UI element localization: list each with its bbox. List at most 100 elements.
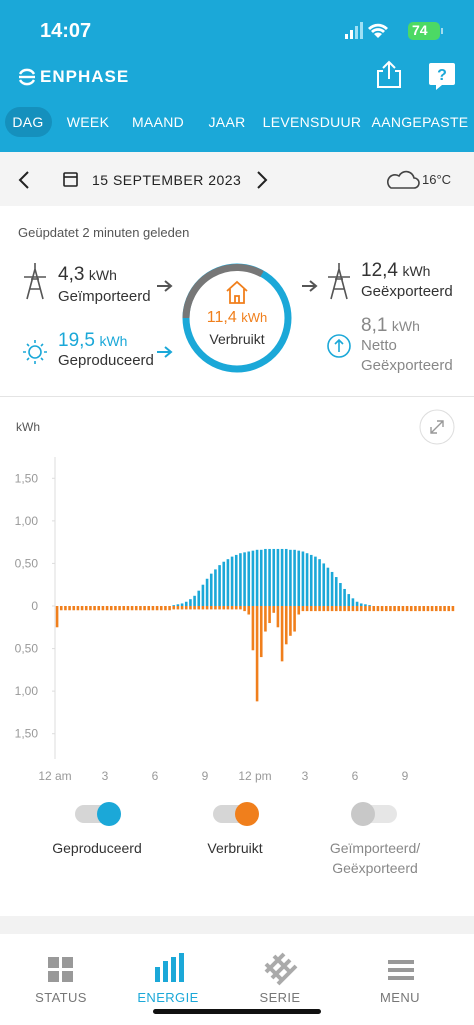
bar (276, 606, 280, 628)
bar (130, 606, 134, 611)
bar (276, 548, 280, 606)
nav-item[interactable]: ENERGIE (137, 990, 199, 1005)
imported-unit: kWh (88, 267, 117, 283)
bar (76, 606, 80, 611)
bar (122, 606, 126, 611)
bar (255, 606, 259, 702)
legend-label: Geproduceerd (52, 840, 142, 856)
tab[interactable]: MAAND (131, 114, 185, 130)
bar (326, 606, 330, 612)
legend-label: Geïmporteerd/ (330, 840, 420, 856)
bar (314, 606, 317, 612)
exported-unit: kWh (402, 263, 431, 279)
bar (405, 606, 409, 612)
x-tick-label: 12 pm (238, 769, 271, 783)
bar (284, 548, 288, 606)
bar (259, 606, 263, 658)
bar (180, 603, 184, 606)
exported-value: 12,4 (361, 260, 398, 281)
bar (243, 552, 246, 606)
bar (364, 606, 367, 612)
legend-toggle-knob (97, 802, 121, 826)
bar (101, 606, 105, 611)
bar (280, 548, 284, 606)
net-value: 8,1 (361, 315, 388, 336)
bar (264, 606, 267, 632)
bar (184, 601, 188, 606)
legend-item[interactable]: Geproduceerd (52, 802, 142, 856)
svg-text:?: ? (437, 67, 447, 84)
bar (289, 606, 292, 636)
bar (226, 559, 230, 606)
bar (326, 567, 330, 606)
bar (59, 606, 63, 611)
legend-item[interactable]: Geïmporteerd/Geëxporteerd (330, 802, 420, 876)
bar (93, 606, 96, 611)
status-icons (345, 22, 443, 40)
divider (0, 916, 474, 934)
bar (314, 556, 317, 606)
produced-value: 19,5 (58, 330, 95, 351)
bar (301, 551, 305, 606)
bar (330, 606, 334, 612)
x-tick-label: 9 (402, 769, 409, 783)
active-tab-bg (5, 107, 52, 137)
bar (168, 606, 171, 611)
bar (430, 606, 434, 612)
bar (297, 550, 301, 606)
bar (289, 549, 292, 606)
bar (201, 584, 205, 606)
consumed-stat: 11,4 kWh (207, 309, 267, 327)
bar (239, 553, 242, 606)
x-tick-label: 9 (202, 769, 209, 783)
bar (64, 606, 67, 611)
tab[interactable]: LEVENSDUUR (262, 114, 362, 130)
bar (264, 548, 267, 606)
consumed-label: Verbruikt (209, 331, 265, 347)
x-tick-label: 3 (302, 769, 309, 783)
help-button[interactable]: ? (428, 62, 456, 90)
nav-item[interactable]: MENU (380, 990, 420, 1005)
bar (205, 578, 209, 606)
bar (218, 606, 221, 610)
prev-day[interactable] (18, 171, 29, 189)
imported-value: 4,3 (58, 264, 85, 285)
next-day[interactable] (257, 171, 268, 189)
share-button[interactable] (374, 60, 404, 90)
date[interactable]: 15 SEPTEMBER 2023 (92, 172, 242, 188)
bar (301, 606, 305, 612)
bar (384, 606, 388, 612)
brand: ENPHASE (40, 67, 130, 86)
nav-item[interactable]: SERIE (259, 990, 301, 1005)
bar (172, 606, 176, 610)
legend-toggle-knob (235, 802, 259, 826)
y-tick-label: 1,00 (15, 684, 39, 698)
bar (251, 550, 255, 606)
bar (176, 606, 180, 610)
bar (322, 563, 326, 606)
legend-item[interactable]: Verbruikt (207, 802, 263, 856)
tab[interactable]: AANGEPASTE (371, 114, 469, 130)
tab[interactable]: JAAR (208, 114, 246, 130)
net-label: Netto (361, 337, 397, 354)
logo-icon (18, 68, 36, 86)
bar (164, 606, 167, 611)
tab[interactable]: WEEK (66, 114, 110, 130)
bar (159, 606, 163, 611)
tab[interactable]: DAG (12, 114, 44, 130)
bar (222, 561, 226, 606)
bar (389, 606, 392, 612)
battery-level: 74 (412, 22, 428, 38)
bar (139, 606, 142, 611)
bar (368, 606, 371, 612)
bar (251, 606, 255, 651)
bar (151, 606, 155, 611)
bar (343, 588, 346, 606)
nav-item[interactable]: STATUS (35, 990, 87, 1005)
bar (393, 606, 396, 612)
bar (343, 606, 346, 612)
bar (297, 606, 301, 615)
bar (434, 606, 438, 612)
x-tick-label: 12 am (38, 769, 71, 783)
bar (322, 606, 326, 612)
